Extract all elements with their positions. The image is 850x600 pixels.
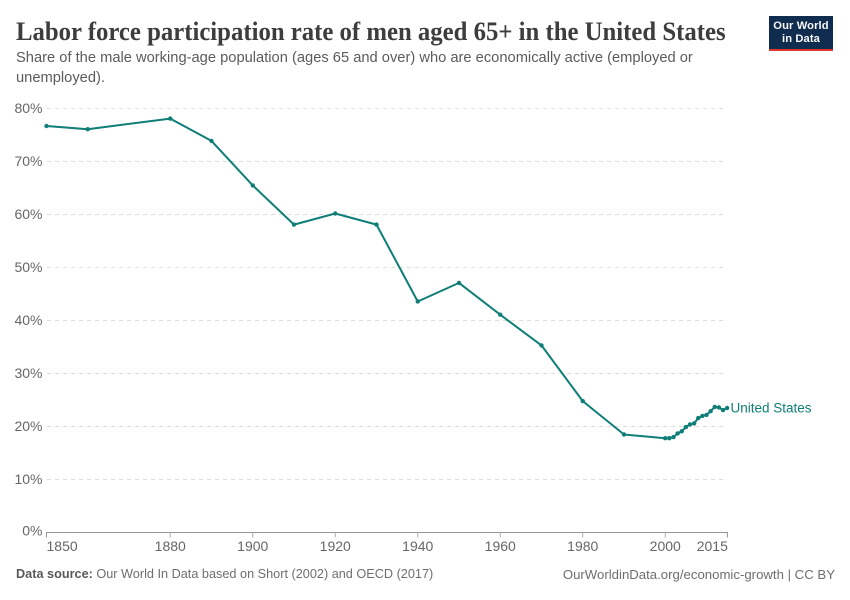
svg-text:2000: 2000 xyxy=(650,538,681,554)
svg-text:70%: 70% xyxy=(14,153,42,169)
svg-text:50%: 50% xyxy=(14,259,42,275)
svg-text:30%: 30% xyxy=(14,365,42,381)
svg-text:1980: 1980 xyxy=(567,538,598,554)
svg-text:1920: 1920 xyxy=(320,538,351,554)
svg-text:1880: 1880 xyxy=(155,538,186,554)
svg-text:2015: 2015 xyxy=(697,538,728,554)
svg-text:20%: 20% xyxy=(14,418,42,434)
svg-text:40%: 40% xyxy=(14,312,42,328)
svg-text:1940: 1940 xyxy=(402,538,433,554)
svg-text:1900: 1900 xyxy=(237,538,268,554)
svg-text:1850: 1850 xyxy=(47,538,78,554)
svg-text:0%: 0% xyxy=(22,523,42,539)
svg-text:80%: 80% xyxy=(14,100,42,116)
svg-text:1960: 1960 xyxy=(485,538,516,554)
svg-text:10%: 10% xyxy=(14,471,42,487)
svg-text:60%: 60% xyxy=(14,206,42,222)
svg-text:United States: United States xyxy=(731,401,812,416)
